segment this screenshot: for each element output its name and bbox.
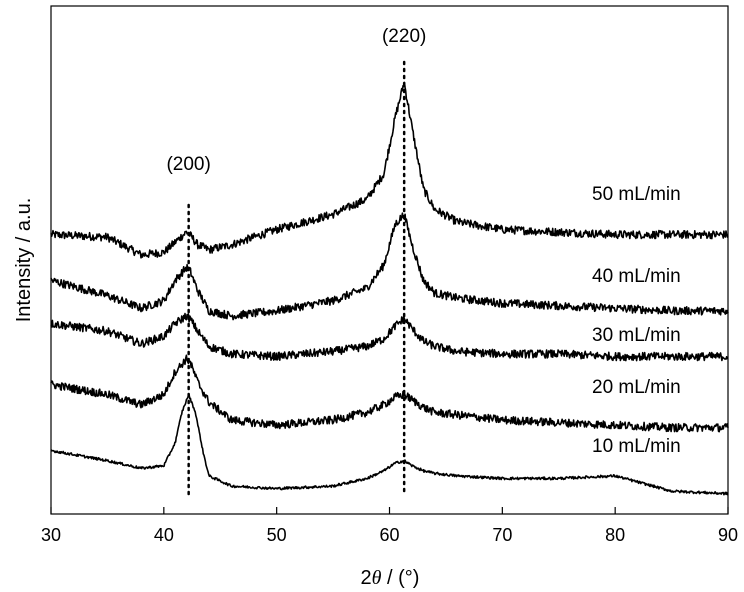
series-lines [50,81,729,496]
peak-label: (200) [166,154,210,175]
series-label: 50 mL/min [592,184,681,205]
series-labels: 50 mL/min 40 mL/min 30 mL/min 20 mL/min 10 m… [592,184,681,457]
x-axis-ticks: 30 40 50 60 70 80 90 [41,507,738,545]
peak-label: (220) [382,26,426,47]
series-line [50,212,729,321]
y-axis-title: Intensity / a.u. [13,198,35,323]
series-line [50,393,729,496]
x-tick-label: 70 [492,525,512,545]
series-line [50,81,729,259]
x-axis-title: 2θ / (°) [361,567,420,589]
x-tick-label: 80 [605,525,625,545]
series-label: 20 mL/min [592,377,681,398]
peak-labels: (200) (220) [166,26,426,175]
series-label: 10 mL/min [592,436,681,457]
x-axis-title-prefix: 2 [361,567,372,589]
x-tick-label: 30 [41,525,61,545]
x-tick-label: 60 [379,525,399,545]
series-line [50,312,729,362]
x-axis-title-suffix: / (°) [381,567,419,589]
x-tick-label: 50 [267,525,287,545]
x-tick-label: 40 [154,525,174,545]
series-line [50,354,729,433]
x-axis-title-symbol: θ [372,567,382,589]
reference-lines [187,60,406,496]
x-tick-label: 90 [718,525,738,545]
series-label: 30 mL/min [592,325,681,346]
series-label: 40 mL/min [592,266,681,287]
